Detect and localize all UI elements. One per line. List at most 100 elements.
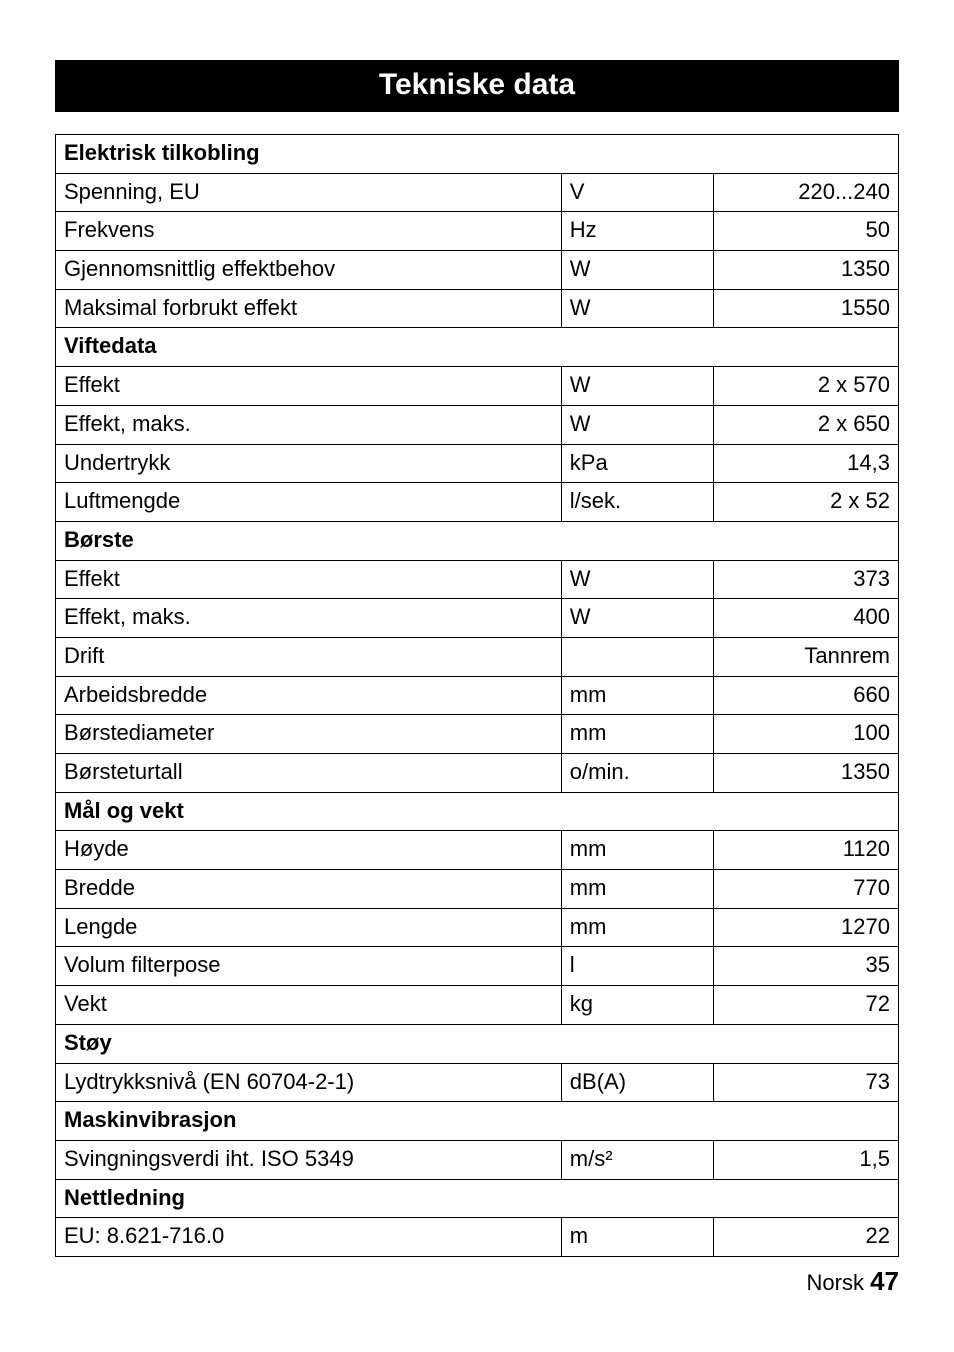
spec-value: 1350 xyxy=(713,754,898,793)
section-header: Støy xyxy=(56,1024,899,1063)
spec-unit: W xyxy=(561,367,713,406)
spec-value: 1550 xyxy=(713,289,898,328)
spec-unit xyxy=(561,637,713,676)
spec-value: 100 xyxy=(713,715,898,754)
spec-label: EU: 8.621-716.0 xyxy=(56,1218,562,1257)
section-header: Maskinvibrasjon xyxy=(56,1102,899,1141)
spec-label: Volum filterpose xyxy=(56,947,562,986)
spec-value: 22 xyxy=(713,1218,898,1257)
spec-value: 72 xyxy=(713,986,898,1025)
spec-unit: m/s² xyxy=(561,1140,713,1179)
spec-value: 770 xyxy=(713,870,898,909)
spec-label: Arbeidsbredde xyxy=(56,676,562,715)
table-row: Børstediametermm100 xyxy=(56,715,899,754)
table-row: Effekt, maks.W2 x 650 xyxy=(56,405,899,444)
spec-unit: l/sek. xyxy=(561,483,713,522)
table-row: EU: 8.621-716.0m22 xyxy=(56,1218,899,1257)
table-row: Breddemm770 xyxy=(56,870,899,909)
spec-label: Bredde xyxy=(56,870,562,909)
spec-value: 660 xyxy=(713,676,898,715)
spec-value: 1120 xyxy=(713,831,898,870)
table-row: Lengdemm1270 xyxy=(56,908,899,947)
table-row: Arbeidsbreddemm660 xyxy=(56,676,899,715)
spec-unit: mm xyxy=(561,908,713,947)
table-row: Svingningsverdi iht. ISO 5349m/s²1,5 xyxy=(56,1140,899,1179)
table-row: Børsteturtallo/min.1350 xyxy=(56,754,899,793)
spec-label: Maksimal forbrukt effekt xyxy=(56,289,562,328)
spec-value: 2 x 570 xyxy=(713,367,898,406)
spec-label: Effekt, maks. xyxy=(56,599,562,638)
table-row: Høydemm1120 xyxy=(56,831,899,870)
spec-unit: l xyxy=(561,947,713,986)
table-row: EffektW373 xyxy=(56,560,899,599)
section-header: Viftedata xyxy=(56,328,899,367)
table-row: FrekvensHz50 xyxy=(56,212,899,251)
spec-value: 1350 xyxy=(713,251,898,290)
spec-unit: mm xyxy=(561,715,713,754)
spec-label: Høyde xyxy=(56,831,562,870)
spec-unit: W xyxy=(561,405,713,444)
table-row: Maksimal forbrukt effektW1550 xyxy=(56,289,899,328)
spec-value: 2 x 650 xyxy=(713,405,898,444)
spec-unit: W xyxy=(561,289,713,328)
spec-unit: V xyxy=(561,173,713,212)
spec-unit: kPa xyxy=(561,444,713,483)
table-row: Lydtrykksnivå (EN 60704-2-1)dB(A)73 xyxy=(56,1063,899,1102)
spec-label: Børsteturtall xyxy=(56,754,562,793)
spec-value: Tannrem xyxy=(713,637,898,676)
spec-label: Drift xyxy=(56,637,562,676)
table-row: UndertrykkkPa14,3 xyxy=(56,444,899,483)
spec-value: 35 xyxy=(713,947,898,986)
spec-label: Spenning, EU xyxy=(56,173,562,212)
spec-label: Børstediameter xyxy=(56,715,562,754)
spec-unit: W xyxy=(561,251,713,290)
spec-label: Effekt xyxy=(56,560,562,599)
spec-label: Luftmengde xyxy=(56,483,562,522)
spec-label: Vekt xyxy=(56,986,562,1025)
spec-value: 220...240 xyxy=(713,173,898,212)
spec-value: 14,3 xyxy=(713,444,898,483)
spec-unit: mm xyxy=(561,870,713,909)
table-row: Luftmengdel/sek.2 x 52 xyxy=(56,483,899,522)
spec-value: 50 xyxy=(713,212,898,251)
spec-value: 373 xyxy=(713,560,898,599)
spec-label: Effekt xyxy=(56,367,562,406)
footer-page-number: 47 xyxy=(870,1266,899,1296)
spec-value: 1,5 xyxy=(713,1140,898,1179)
spec-unit: mm xyxy=(561,831,713,870)
spec-unit: kg xyxy=(561,986,713,1025)
table-row: Volum filterposel35 xyxy=(56,947,899,986)
spec-value: 73 xyxy=(713,1063,898,1102)
section-title: Tekniske data xyxy=(55,60,899,112)
page-footer: Norsk 47 xyxy=(807,1266,900,1297)
spec-unit: W xyxy=(561,599,713,638)
spec-unit: Hz xyxy=(561,212,713,251)
spec-table: Elektrisk tilkoblingSpenning, EUV220...2… xyxy=(55,134,899,1257)
spec-unit: m xyxy=(561,1218,713,1257)
spec-value: 2 x 52 xyxy=(713,483,898,522)
spec-label: Svingningsverdi iht. ISO 5349 xyxy=(56,1140,562,1179)
spec-value: 400 xyxy=(713,599,898,638)
section-header: Børste xyxy=(56,521,899,560)
table-row: Drift Tannrem xyxy=(56,637,899,676)
section-header: Mål og vekt xyxy=(56,792,899,831)
spec-value: 1270 xyxy=(713,908,898,947)
table-row: Spenning, EUV220...240 xyxy=(56,173,899,212)
spec-unit: dB(A) xyxy=(561,1063,713,1102)
spec-label: Gjennomsnittlig effektbehov xyxy=(56,251,562,290)
spec-unit: W xyxy=(561,560,713,599)
section-header: Elektrisk tilkobling xyxy=(56,135,899,174)
spec-label: Lydtrykksnivå (EN 60704-2-1) xyxy=(56,1063,562,1102)
spec-label: Lengde xyxy=(56,908,562,947)
spec-label: Effekt, maks. xyxy=(56,405,562,444)
spec-label: Frekvens xyxy=(56,212,562,251)
spec-unit: mm xyxy=(561,676,713,715)
spec-unit: o/min. xyxy=(561,754,713,793)
footer-language: Norsk xyxy=(807,1270,864,1295)
table-row: Gjennomsnittlig effektbehovW1350 xyxy=(56,251,899,290)
section-header: Nettledning xyxy=(56,1179,899,1218)
table-row: EffektW2 x 570 xyxy=(56,367,899,406)
table-row: Vektkg72 xyxy=(56,986,899,1025)
spec-label: Undertrykk xyxy=(56,444,562,483)
table-row: Effekt, maks.W400 xyxy=(56,599,899,638)
